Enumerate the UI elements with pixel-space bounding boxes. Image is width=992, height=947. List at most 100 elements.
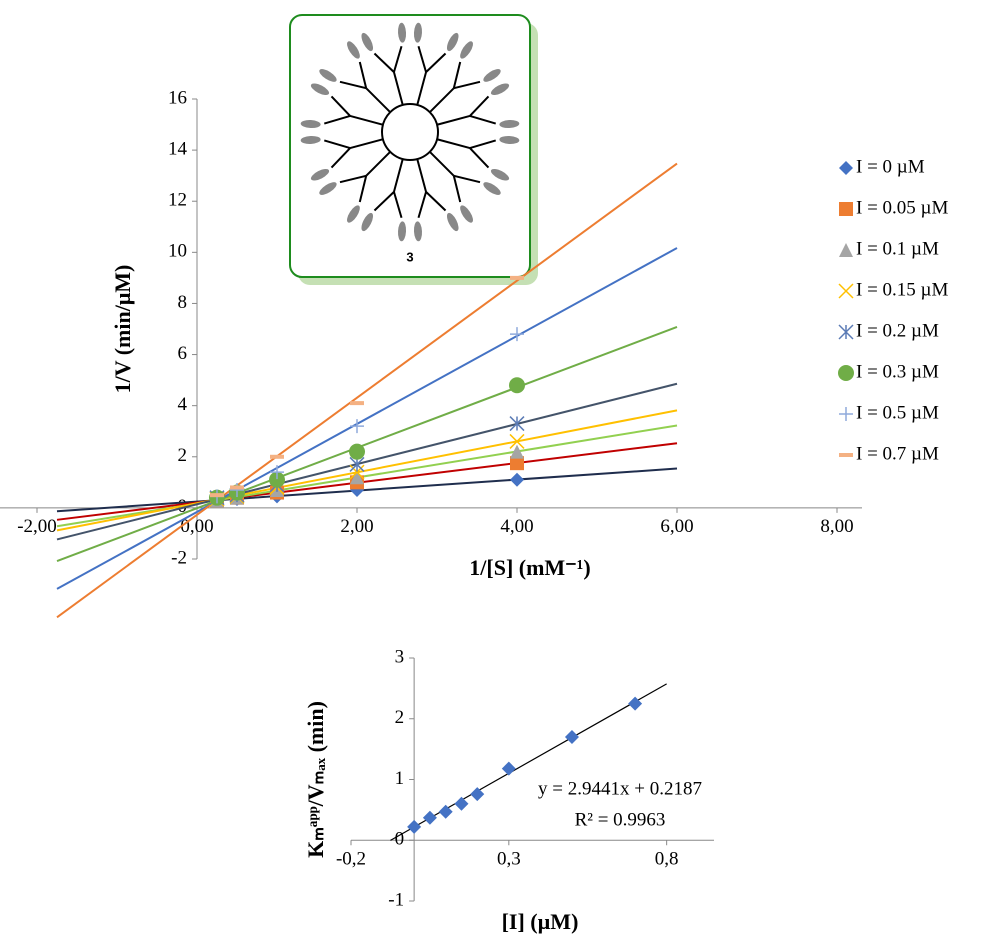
point — [270, 465, 284, 480]
point — [510, 327, 524, 342]
y-tick-label: -1 — [388, 889, 404, 910]
end-group — [483, 182, 501, 195]
y-tick-label: 14 — [168, 138, 188, 159]
legend-marker — [839, 453, 853, 457]
branch — [392, 158, 404, 193]
x-tick-label: -0,2 — [336, 849, 366, 870]
x-tick-label: 4,00 — [500, 516, 533, 537]
point — [349, 464, 365, 480]
point — [510, 472, 524, 487]
end-group — [361, 212, 374, 232]
branch — [392, 45, 403, 73]
point — [349, 456, 365, 472]
y-axis-title: Kₘᵃᵖᵖ/Vₘₐₓ (min) — [303, 701, 328, 858]
branch — [373, 191, 395, 212]
y-tick-label: -2 — [171, 547, 187, 568]
core — [381, 103, 439, 161]
branch — [429, 87, 455, 113]
x-tick-label: 0,3 — [497, 849, 521, 870]
y-tick-label: 2 — [395, 707, 405, 728]
end-group — [300, 119, 321, 129]
y-tick-label: 12 — [168, 190, 187, 211]
legend-label: I = 0.7 µM — [856, 443, 939, 464]
legend-label: I = 0.5 µM — [856, 402, 939, 423]
trendline — [56, 247, 678, 590]
y-tick-label: 3 — [395, 646, 405, 667]
legend-label: I = 0.05 µM — [856, 197, 948, 218]
point — [407, 819, 422, 834]
branch — [323, 114, 351, 125]
point — [422, 810, 437, 825]
branch — [330, 95, 351, 117]
branch — [469, 139, 497, 150]
branch — [330, 147, 351, 169]
y-tick-label: 1 — [395, 768, 405, 789]
legend-marker — [838, 365, 854, 381]
end-group — [319, 182, 337, 195]
x-tick-label: 6,00 — [660, 516, 693, 537]
branch — [416, 158, 428, 193]
end-group — [361, 32, 374, 52]
y-tick-label: 4 — [178, 394, 188, 415]
legend-marker — [839, 161, 853, 175]
branch — [373, 52, 395, 73]
end-group — [347, 205, 360, 223]
point — [438, 804, 453, 819]
legend-label: I = 0 µM — [856, 156, 925, 177]
end-group — [310, 168, 330, 181]
trendline — [56, 442, 678, 521]
legend-label: I = 0.1 µM — [856, 238, 939, 259]
inset: 3 — [289, 14, 538, 285]
end-group — [413, 22, 423, 43]
point — [509, 433, 525, 449]
branch — [469, 147, 490, 169]
branch — [425, 52, 447, 73]
branch — [453, 80, 481, 90]
end-group — [446, 212, 459, 232]
branch — [416, 71, 428, 106]
point — [454, 796, 469, 811]
point — [564, 729, 579, 744]
branch — [452, 175, 462, 203]
trendline — [56, 409, 678, 532]
branch — [417, 45, 428, 73]
end-group — [499, 135, 520, 145]
legend-marker — [839, 407, 853, 421]
trendline — [56, 467, 678, 513]
trendline — [56, 162, 678, 619]
end-group — [446, 32, 459, 52]
y-tick-label: 8 — [178, 292, 188, 313]
branch — [339, 174, 367, 184]
x-axis-title: [I] (µM) — [502, 909, 579, 934]
point — [350, 470, 364, 485]
end-group — [460, 205, 473, 223]
point — [210, 493, 224, 498]
point — [350, 419, 364, 434]
branch — [358, 61, 368, 89]
x-tick-label: 8,00 — [820, 516, 853, 537]
trendline — [390, 683, 667, 841]
point — [510, 456, 524, 471]
branch — [358, 175, 368, 203]
trendline-equation: y = 2.9441x + 0.2187 — [538, 778, 702, 799]
branch — [392, 71, 404, 106]
point — [510, 275, 524, 280]
point — [509, 377, 525, 394]
branch — [323, 139, 351, 150]
point — [349, 443, 365, 460]
point — [470, 787, 485, 802]
branch — [452, 61, 462, 89]
point — [510, 444, 524, 459]
y-axis-title: 1/V (min/μM) — [110, 265, 135, 394]
legend-marker — [838, 324, 854, 340]
x-axis-title: 1/[S] (mM⁻¹) — [469, 555, 590, 580]
point — [269, 471, 285, 488]
branch — [365, 151, 391, 177]
dendrimer — [300, 22, 520, 242]
branch — [436, 138, 471, 150]
end-group — [460, 41, 473, 59]
branch — [339, 80, 367, 90]
y-tick-label: 0 — [395, 829, 405, 850]
end-group — [319, 69, 337, 82]
